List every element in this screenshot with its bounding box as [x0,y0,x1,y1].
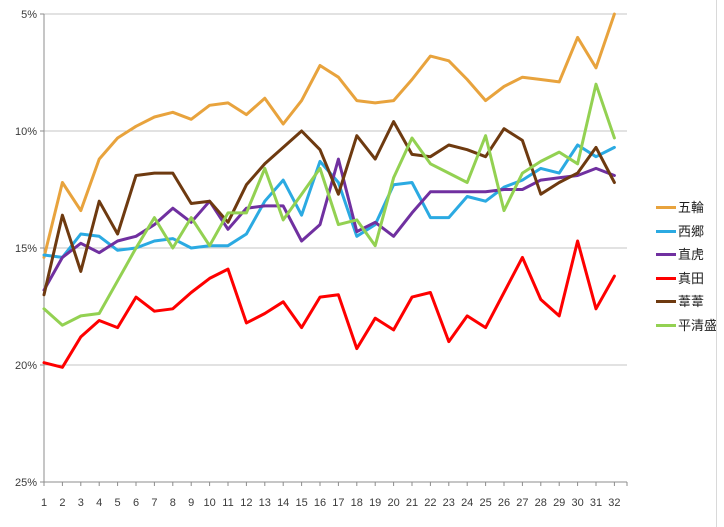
legend-line-swatch [656,206,676,210]
legend-line-swatch [656,323,676,327]
x-axis-label: 22 [424,497,436,509]
y-axis-label: 5% [21,9,37,21]
legend-line-swatch [656,276,676,280]
chart-right-border [716,0,717,527]
series-line-1[interactable] [42,12,616,259]
x-axis-label: 16 [314,497,326,509]
legend-line-swatch [656,300,676,304]
legend-label: 平清盛 [678,317,718,333]
x-axis-label: 21 [406,497,418,509]
x-axis-label: 31 [590,497,602,509]
x-axis-label: 5 [115,497,121,509]
x-axis-label: 14 [277,497,289,509]
x-axis-label: 15 [295,497,307,509]
x-axis-label: 9 [188,497,194,509]
x-axis-label: 6 [133,497,139,509]
legend-label: 西郷 [678,223,705,239]
x-axis-label: 10 [203,497,215,509]
legend-item[interactable]: 西郷 [656,220,717,244]
x-axis-label: 1 [41,497,47,509]
x-axis-label: 30 [571,497,583,509]
legend-item[interactable]: 葦葦 [656,290,717,314]
legend-line-swatch [656,253,676,257]
x-axis-label: 7 [151,497,157,509]
series-line-4[interactable] [42,239,616,369]
legend-item[interactable]: 平清盛 [656,314,717,338]
x-axis-label: 23 [443,497,455,509]
legend-label: 五輪 [678,200,705,216]
x-axis-label: 13 [259,497,271,509]
x-axis-label: 26 [498,497,510,509]
legend-item[interactable]: 五輪 [656,196,717,220]
x-axis-label: 28 [535,497,547,509]
x-axis-label: 24 [461,497,473,509]
x-axis-label: 32 [608,497,620,509]
x-axis-label: 17 [332,497,344,509]
x-axis-label: 11 [222,497,233,509]
x-axis-label: 2 [59,497,65,509]
x-axis-label: 18 [351,497,363,509]
y-axis-label: 20% [15,360,37,372]
x-axis-label: 8 [170,497,176,509]
x-axis-label: 3 [78,497,84,509]
legend-line-swatch [656,229,676,233]
y-axis-label: 15% [15,243,37,255]
x-axis-label: 27 [516,497,528,509]
legend-label: 直虎 [678,247,705,263]
x-axis-label: 12 [240,497,252,509]
series-line-6[interactable] [42,82,616,327]
legend-label: 真田 [678,270,705,286]
x-axis-label: 20 [387,497,399,509]
legend-item[interactable]: 直虎 [656,243,717,267]
legend-label: 葦葦 [678,294,705,310]
x-axis-label: 25 [479,497,491,509]
y-axis-label: 10% [15,126,37,138]
y-axis-label: 25% [15,477,37,489]
x-axis-label: 19 [369,497,381,509]
x-axis-label: 4 [96,497,102,509]
x-axis-label: 29 [553,497,565,509]
series-line-5[interactable] [42,120,616,297]
legend-item[interactable]: 真田 [656,267,717,291]
chart-legend: 五輪西郷直虎真田葦葦平清盛 [656,196,717,337]
